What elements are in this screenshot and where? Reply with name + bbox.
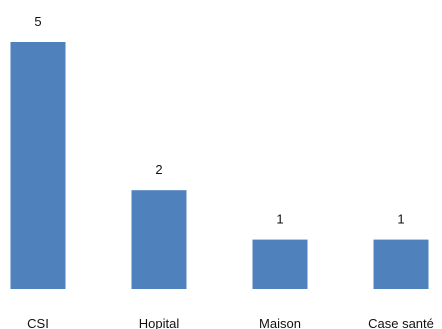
bar-2 bbox=[252, 239, 308, 289]
data-label-1: 2 bbox=[155, 162, 162, 177]
bar-3 bbox=[373, 239, 429, 289]
x-tick-label-0: CSI bbox=[27, 316, 49, 329]
x-tick-label-3: Case santé bbox=[368, 316, 434, 329]
x-tick-label-1: Hopital bbox=[139, 316, 180, 329]
data-label-2: 1 bbox=[276, 212, 283, 227]
data-label-3: 1 bbox=[397, 212, 404, 227]
data-label-0: 5 bbox=[34, 14, 41, 29]
data-labels-group: 5 2 1 1 bbox=[34, 14, 404, 227]
x-tick-labels-group: CSI Hopital Maison Case santé bbox=[27, 316, 434, 329]
bar-1 bbox=[131, 190, 187, 289]
bars-group bbox=[10, 42, 429, 289]
bar-0 bbox=[10, 42, 66, 289]
x-tick-label-2: Maison bbox=[259, 316, 301, 329]
